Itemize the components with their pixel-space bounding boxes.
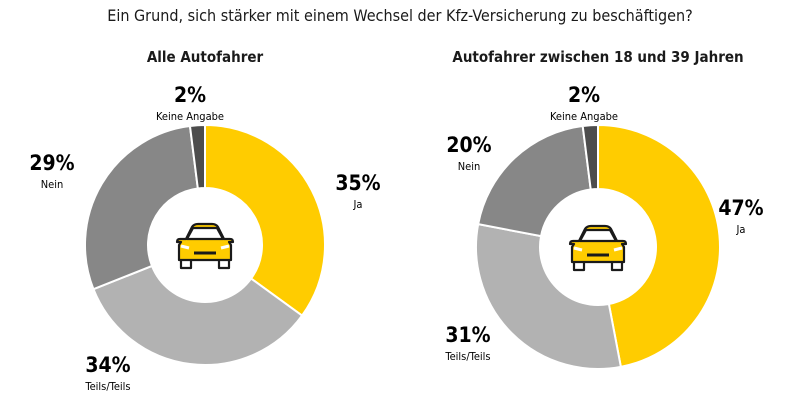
slice-value-label: 2%	[568, 83, 600, 107]
slice-category-label: Nein	[41, 178, 64, 191]
slice-category-label: Teils/Teils	[444, 350, 490, 363]
donut-slice-keine-angabe	[188, 123, 206, 190]
car-icon	[568, 224, 628, 272]
slice-category-label: Ja	[353, 198, 363, 211]
slice-category-label: Keine Angabe	[550, 110, 618, 123]
slice-category-label: Ja	[736, 223, 746, 236]
chart-title: Ein Grund, sich stärker mit einem Wechse…	[107, 6, 693, 25]
slice-value-label: 2%	[174, 83, 206, 107]
donut-slice-teils-teils	[92, 264, 304, 366]
donut-slice-ja	[597, 123, 721, 369]
slice-value-label: 29%	[29, 151, 74, 175]
slice-category-label: Nein	[458, 160, 481, 173]
slice-category-label: Keine Angabe	[156, 110, 224, 123]
slice-value-label: 34%	[85, 353, 130, 377]
slice-value-label: 35%	[335, 171, 380, 195]
donut-slice-nein	[476, 124, 592, 238]
slice-value-label: 20%	[446, 133, 491, 157]
slice-category-label: Teils/Teils	[84, 380, 130, 393]
chart-1-title: Alle Autofahrer	[146, 48, 264, 66]
slice-value-label: 31%	[445, 323, 490, 347]
car-icon	[175, 222, 235, 270]
slice-value-label: 47%	[718, 196, 763, 220]
donut-slice-nein	[84, 124, 199, 291]
chart-2-title: Autofahrer zwischen 18 und 39 Jahren	[452, 48, 744, 66]
donut-slice-teils-teils	[475, 222, 623, 370]
donut-slice-ja	[204, 123, 326, 317]
donut-slice-keine-angabe	[581, 123, 599, 191]
